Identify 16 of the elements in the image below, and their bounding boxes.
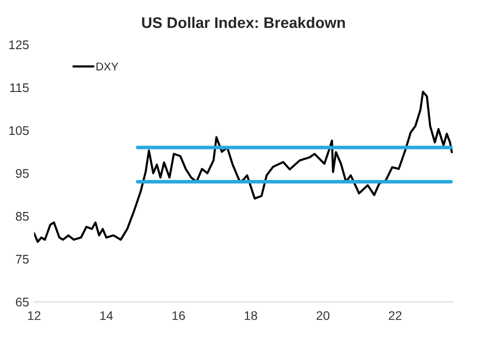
- y-tick-label: 85: [16, 212, 29, 221]
- y-tick-label: 75: [16, 254, 29, 264]
- y-tick-label: 105: [9, 126, 29, 135]
- x-tick-label: 20: [316, 311, 330, 320]
- x-tick-label: 22: [388, 311, 402, 320]
- line-series: [34, 90, 453, 243]
- x-tick-label: 18: [244, 311, 258, 320]
- y-tick-label: 95: [16, 169, 29, 178]
- y-tick-label: 65: [16, 298, 29, 306]
- x-tick-label: 12: [28, 311, 40, 320]
- y-tick-label: 125: [9, 40, 29, 50]
- chart-title: US Dollar Index: Breakdown: [142, 16, 345, 28]
- legend-label: DXY: [96, 62, 118, 70]
- y-tick-label: 115: [10, 83, 29, 92]
- x-tick-label: 14: [100, 311, 113, 320]
- x-tick-label: 16: [172, 311, 185, 320]
